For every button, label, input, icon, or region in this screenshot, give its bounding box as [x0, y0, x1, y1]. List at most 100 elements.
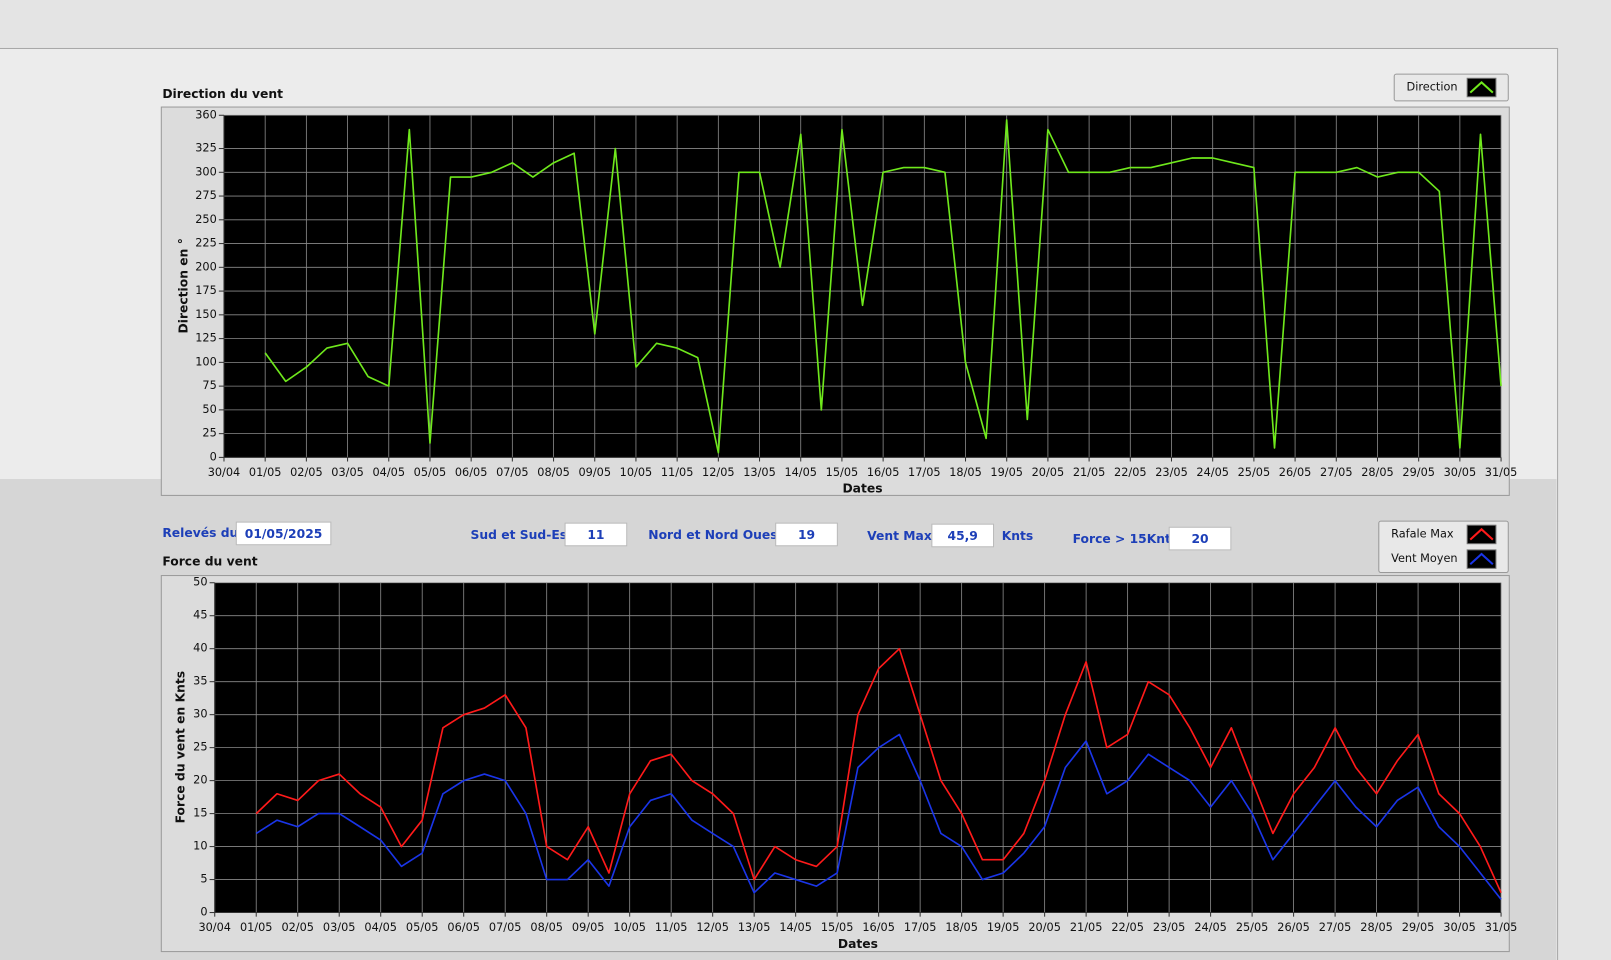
y-tick-label: 25: [193, 741, 207, 754]
chart-title: Direction du vent: [162, 87, 283, 101]
x-tick-label: 19/05: [987, 921, 1020, 934]
x-tick-label: 31/05: [1485, 466, 1518, 479]
x-tick-label: 12/05: [702, 466, 735, 479]
x-tick-label: 06/05: [447, 921, 480, 934]
x-tick-label: 12/05: [696, 921, 729, 934]
x-tick-label: 02/05: [290, 466, 323, 479]
x-tick-label: 20/05: [1032, 466, 1065, 479]
x-tick-label: 27/05: [1319, 921, 1352, 934]
y-tick-label: 100: [195, 355, 217, 368]
x-tick-label: 11/05: [655, 921, 688, 934]
x-tick-label: 24/05: [1194, 921, 1227, 934]
x-tick-label: 30/05: [1443, 921, 1476, 934]
legend-swatch: [1469, 552, 1494, 566]
x-tick-label: 11/05: [661, 466, 694, 479]
x-tick-label: 27/05: [1320, 466, 1353, 479]
x-tick-label: 15/05: [821, 921, 854, 934]
field-box[interactable]: [1168, 526, 1232, 551]
x-tick-label: 28/05: [1360, 921, 1393, 934]
x-tick-label: 10/05: [613, 921, 646, 934]
field-value: 20: [1191, 532, 1208, 546]
y-tick-label: 300: [195, 165, 217, 178]
legend-label: Vent Moyen: [1391, 552, 1457, 565]
x-tick-label: 17/05: [908, 466, 941, 479]
x-tick-label: 18/05: [945, 921, 978, 934]
x-tick-label: 01/05: [249, 466, 282, 479]
x-tick-label: 28/05: [1361, 466, 1394, 479]
series-line: [255, 733, 1502, 900]
x-tick-label: 30/05: [1444, 466, 1477, 479]
x-tick-label: 29/05: [1402, 466, 1435, 479]
x-tick-label: 01/05: [240, 921, 273, 934]
x-tick-label: 30/04: [198, 921, 231, 934]
x-tick-label: 18/05: [949, 466, 982, 479]
legend-swatch: [1469, 80, 1494, 94]
x-tick-label: 15/05: [826, 466, 859, 479]
x-tick-label: 10/05: [620, 466, 653, 479]
x-tick-label: 13/05: [743, 466, 776, 479]
x-tick-label: 22/05: [1114, 466, 1147, 479]
x-tick-label: 21/05: [1073, 466, 1106, 479]
x-tick-label: 03/05: [323, 921, 356, 934]
y-axis-label: Force du vent en Knts: [173, 671, 187, 823]
y-tick-label: 15: [193, 807, 207, 820]
plot-area: [223, 115, 1502, 458]
y-tick-label: 275: [195, 189, 217, 202]
x-tick-label: 25/05: [1238, 466, 1271, 479]
y-tick-label: 250: [195, 213, 217, 226]
x-tick-label: 03/05: [331, 466, 364, 479]
y-tick-label: 325: [195, 142, 217, 155]
x-tick-label: 13/05: [738, 921, 771, 934]
x-tick-label: 26/05: [1279, 466, 1312, 479]
field-value: 45,9: [948, 529, 978, 543]
y-tick-label: 0: [200, 906, 207, 919]
legend-swatch-bg: [1466, 549, 1497, 569]
field-box[interactable]: [931, 523, 995, 548]
x-tick-label: 17/05: [904, 921, 937, 934]
legend-swatch-bg: [1466, 524, 1497, 545]
series-line: [255, 647, 1502, 894]
x-tick-label: 30/04: [208, 466, 241, 479]
y-tick-label: 10: [193, 840, 207, 853]
x-tick-label: 08/05: [530, 921, 563, 934]
x-tick-label: 23/05: [1155, 466, 1188, 479]
x-tick-label: 16/05: [867, 466, 900, 479]
x-tick-label: 04/05: [364, 921, 397, 934]
field-box[interactable]: [775, 522, 838, 547]
legend-swatch-bg: [1466, 77, 1497, 98]
field-label: Relevés du: [162, 526, 238, 540]
x-tick-label: 02/05: [281, 921, 314, 934]
x-tick-label: 09/05: [572, 921, 605, 934]
x-tick-label: 07/05: [489, 921, 522, 934]
x-tick-label: 26/05: [1277, 921, 1310, 934]
y-tick-label: 150: [195, 308, 217, 321]
field-box[interactable]: [235, 521, 332, 546]
field-label: Force > 15Knts: [1073, 532, 1179, 546]
field-box[interactable]: [564, 522, 628, 547]
x-tick-label: 20/05: [1028, 921, 1061, 934]
x-tick-label: 14/05: [784, 466, 817, 479]
chart-title: Force du vent: [162, 555, 257, 569]
y-tick-label: 40: [193, 642, 207, 655]
y-tick-label: 5: [200, 873, 207, 886]
field-label: Nord et Nord Ouest: [648, 528, 783, 542]
x-tick-label: 23/05: [1153, 921, 1186, 934]
x-tick-label: 19/05: [990, 466, 1023, 479]
legend-label: Rafale Max: [1391, 527, 1454, 540]
y-axis-label: Direction en °: [176, 238, 190, 333]
x-tick-label: 21/05: [1070, 921, 1103, 934]
y-tick-label: 30: [193, 708, 207, 721]
y-tick-label: 25: [202, 427, 216, 440]
field-label: Sud et Sud-Est: [471, 528, 574, 542]
field-label: Vent Max: [867, 529, 932, 543]
series-line: [264, 119, 1502, 454]
y-tick-label: 125: [195, 332, 217, 345]
y-tick-label: 35: [193, 675, 207, 688]
x-tick-label: 16/05: [862, 921, 895, 934]
y-tick-label: 20: [193, 774, 207, 787]
field-value: 11: [587, 528, 604, 542]
field-value: 19: [798, 528, 815, 542]
x-tick-label: 31/05: [1485, 921, 1518, 934]
